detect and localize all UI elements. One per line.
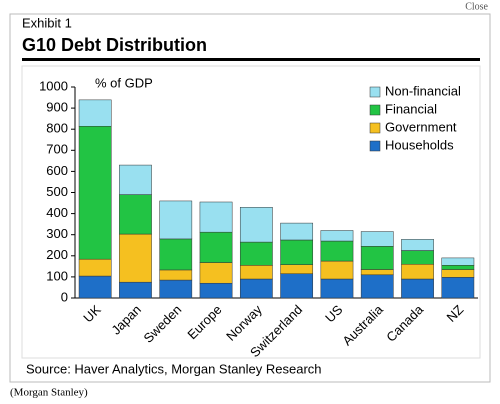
y-tick-label: 600 — [46, 163, 68, 178]
x-tick-label: Japan — [108, 302, 144, 338]
bar-segment — [280, 222, 314, 241]
bar-segment — [320, 278, 354, 299]
bar-segment — [78, 125, 112, 260]
chart-title: G10 Debt Distribution — [22, 35, 207, 55]
bar-segment — [159, 269, 193, 281]
bar-segment — [239, 278, 273, 299]
x-tick-label: Sweden — [140, 302, 184, 346]
bar-segment — [360, 269, 394, 276]
legend-label: Households — [385, 137, 454, 152]
close-link[interactable]: Close — [465, 1, 488, 12]
bar-segment — [199, 231, 233, 263]
bar-segment — [401, 278, 434, 299]
x-tick-label: UK — [80, 302, 104, 326]
bar-segment — [199, 262, 233, 284]
x-tick-label: NZ — [444, 302, 467, 325]
bar-segment — [199, 282, 233, 299]
bar-segment — [239, 207, 273, 243]
x-tick-label: Australia — [339, 301, 386, 348]
bar-segment — [119, 164, 152, 195]
bar-segment — [360, 274, 394, 299]
x-tick-label: Europe — [184, 302, 224, 342]
legend-swatch — [369, 86, 381, 98]
y-tick-label: 900 — [46, 100, 68, 115]
bar-segment — [441, 265, 475, 270]
legend-swatch — [369, 104, 381, 116]
bar-segment — [360, 231, 394, 247]
bar-segment — [280, 273, 314, 299]
bar-segment — [401, 250, 434, 265]
plot-frame — [21, 65, 481, 359]
bar-segment — [320, 240, 354, 262]
legend-swatch — [369, 140, 381, 152]
bar-segment — [119, 281, 152, 299]
x-tick-label: Canada — [383, 301, 426, 344]
bar-segment — [401, 263, 434, 280]
legend-label: Government — [385, 119, 457, 134]
bar-segment — [159, 238, 193, 271]
bar-segment — [78, 275, 112, 299]
bar-segment — [159, 200, 193, 240]
bar-segment — [239, 241, 273, 266]
y-tick-label: 0 — [61, 289, 68, 304]
frame — [9, 13, 491, 383]
exhibit-label: Exhibit 1 — [22, 15, 72, 30]
y-tick-label: 400 — [46, 205, 68, 220]
x-tick-label: US — [322, 302, 346, 326]
bar-segment — [78, 258, 112, 277]
bar-segment — [320, 230, 354, 242]
legend-label: Non-financial — [385, 83, 461, 98]
bar-segment — [199, 201, 233, 233]
y-axis-label: % of GDP — [95, 75, 153, 90]
bar-segment — [280, 264, 314, 274]
bar-segment — [441, 277, 475, 299]
bar-segment — [119, 233, 152, 283]
bar-segment — [360, 246, 394, 270]
bar-segment — [401, 239, 434, 251]
bar-segment — [119, 194, 152, 235]
bar-segment — [78, 99, 112, 127]
title-rule — [22, 58, 480, 61]
bar-segment — [239, 265, 273, 280]
y-tick-label: 1000 — [39, 78, 68, 93]
y-tick-label: 200 — [46, 247, 68, 262]
legend-swatch — [369, 122, 381, 134]
y-tick-label: 100 — [46, 268, 68, 283]
y-tick-label: 300 — [46, 226, 68, 241]
credit: (Morgan Stanley) — [10, 387, 88, 399]
bar-segment — [159, 279, 193, 299]
y-tick-label: 700 — [46, 142, 68, 157]
legend-label: Financial — [385, 101, 437, 116]
bar-segment — [280, 239, 314, 265]
source: Source: Haver Analytics, Morgan Stanley … — [26, 361, 322, 376]
y-tick-label: 800 — [46, 121, 68, 136]
bar-segment — [441, 269, 475, 278]
bar-segment — [320, 260, 354, 280]
bar-segment — [441, 257, 475, 266]
y-tick-label: 500 — [46, 184, 68, 199]
